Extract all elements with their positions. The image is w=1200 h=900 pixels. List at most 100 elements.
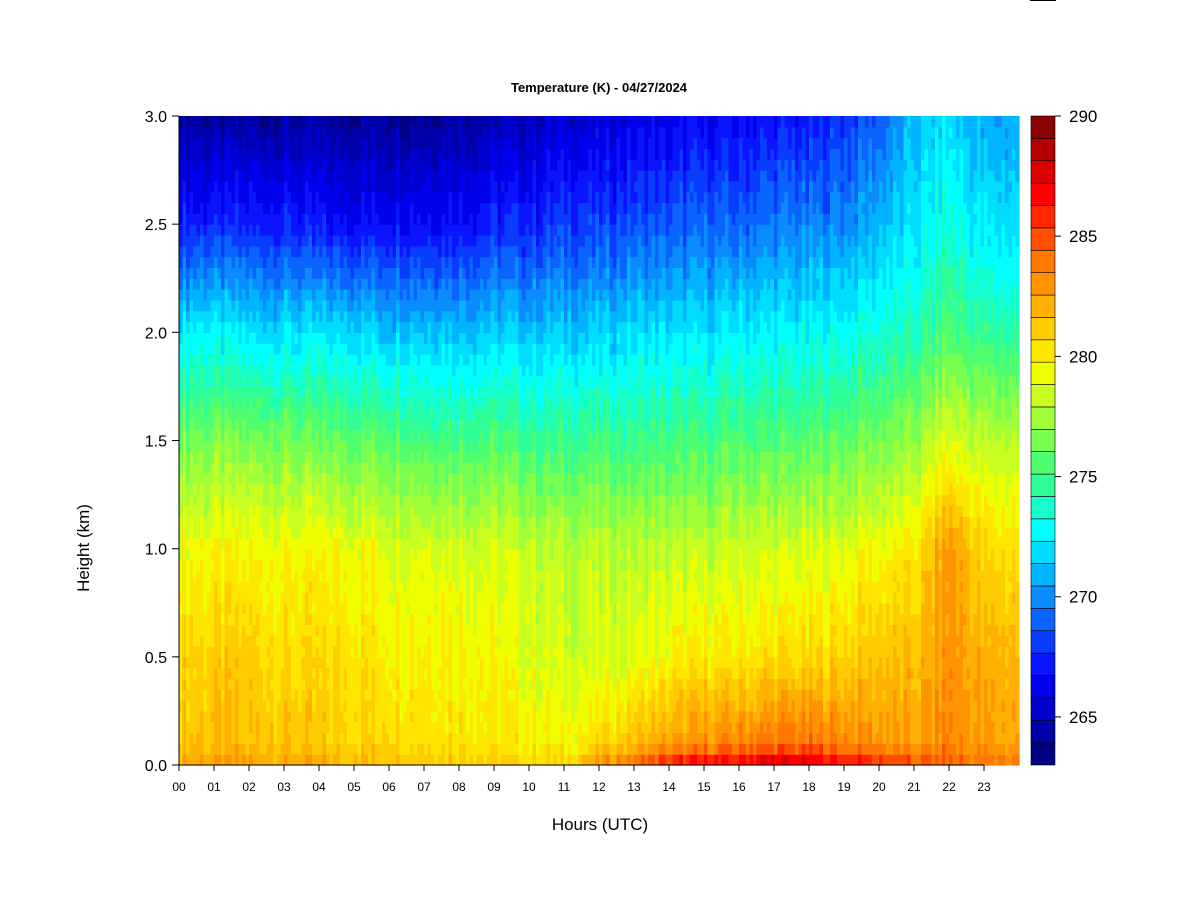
heatmap-cell — [364, 180, 369, 193]
heatmap-cell — [196, 678, 201, 690]
heatmap-cell — [256, 234, 261, 247]
heatmap-cell — [245, 278, 250, 290]
heatmap-cell — [179, 224, 184, 236]
heatmap-cell — [203, 386, 208, 398]
heatmap-cell — [392, 613, 397, 625]
heatmap-cell — [270, 278, 275, 290]
heatmap-cell — [441, 364, 446, 377]
heatmap-cell — [308, 213, 313, 225]
heatmap-cell — [431, 267, 436, 279]
heatmap-cell — [298, 700, 303, 712]
heatmap-cell — [336, 137, 341, 150]
heatmap-cell — [424, 224, 429, 236]
heatmap-cell — [231, 581, 236, 593]
heatmap-cell — [326, 451, 331, 463]
heatmap-cell — [378, 483, 383, 496]
heatmap-cell — [431, 754, 436, 766]
heatmap-cell — [217, 721, 222, 734]
heatmap-cell — [196, 721, 201, 734]
heatmap-cell — [277, 321, 282, 333]
heatmap-cell — [452, 289, 457, 301]
heatmap-cell — [298, 126, 303, 139]
heatmap-cell — [287, 559, 292, 571]
heatmap-cell — [333, 429, 338, 442]
heatmap-cell — [340, 700, 345, 712]
heatmap-cell — [189, 656, 194, 669]
heatmap-cell — [200, 137, 205, 150]
heatmap-cell — [413, 245, 418, 258]
heatmap-cell — [273, 180, 278, 193]
heatmap-cell — [200, 754, 205, 766]
heatmap-cell — [249, 721, 254, 734]
heatmap-cell — [238, 397, 243, 409]
heatmap-cell — [315, 754, 320, 766]
heatmap-cell — [235, 516, 240, 528]
heatmap-cell — [217, 386, 222, 398]
heatmap-cell — [277, 527, 282, 539]
heatmap-cell — [382, 721, 387, 734]
heatmap-cell — [466, 364, 471, 377]
heatmap-cell — [305, 635, 310, 647]
heatmap-cell — [207, 602, 212, 615]
heatmap-cell — [273, 289, 278, 301]
heatmap-cell — [214, 710, 219, 723]
heatmap-cell — [305, 170, 310, 182]
heatmap-cell — [193, 148, 198, 160]
heatmap-cell — [231, 180, 236, 193]
heatmap-cell — [413, 386, 418, 398]
heatmap-cell — [221, 559, 226, 571]
heatmap-cell — [410, 494, 415, 506]
heatmap-cell — [308, 689, 313, 701]
heatmap-cell — [434, 689, 439, 701]
heatmap-cell — [322, 451, 327, 463]
heatmap-cell — [340, 386, 345, 398]
heatmap-cell — [357, 700, 362, 712]
heatmap-cell — [459, 656, 464, 669]
heatmap-cell — [231, 527, 236, 539]
heatmap-cell — [242, 159, 247, 171]
heatmap-cell — [193, 397, 198, 409]
heatmap-cell — [399, 494, 404, 506]
heatmap-cell — [193, 537, 198, 550]
heatmap-cell — [179, 386, 184, 398]
heatmap-cell — [354, 126, 359, 139]
heatmap-cell — [200, 234, 205, 247]
heatmap-cell — [245, 721, 250, 734]
heatmap-cell — [242, 180, 247, 193]
heatmap-cell — [273, 364, 278, 377]
heatmap-cell — [371, 591, 376, 604]
heatmap-cell — [319, 494, 324, 506]
heatmap-cell — [245, 170, 250, 182]
heatmap-cell — [413, 375, 418, 388]
heatmap-cell — [452, 624, 457, 636]
heatmap-cell — [417, 537, 422, 550]
heatmap-cell — [371, 516, 376, 528]
heatmap-cell — [343, 332, 348, 344]
heatmap-cell — [308, 353, 313, 366]
heatmap-cell — [445, 527, 450, 539]
heatmap-cell — [203, 462, 208, 474]
heatmap-cell — [200, 408, 205, 420]
heatmap-cell — [263, 602, 268, 615]
heatmap-cell — [445, 386, 450, 398]
heatmap-cell — [298, 234, 303, 247]
heatmap-cell — [266, 743, 271, 755]
heatmap-cell — [455, 754, 460, 766]
heatmap-cell — [441, 202, 446, 214]
heatmap-cell — [322, 397, 327, 409]
heatmap-cell — [263, 418, 268, 431]
heatmap-cell — [357, 353, 362, 366]
heatmap-cell — [305, 180, 310, 193]
heatmap-cell — [434, 429, 439, 442]
heatmap-cell — [441, 559, 446, 571]
heatmap-cell — [298, 148, 303, 160]
heatmap-cell — [263, 408, 268, 420]
heatmap-cell — [382, 591, 387, 604]
heatmap-cell — [319, 375, 324, 388]
heatmap-cell — [452, 689, 457, 701]
heatmap-cell — [294, 472, 299, 485]
heatmap-cell — [298, 678, 303, 690]
heatmap-cell — [413, 613, 418, 625]
heatmap-cell — [179, 602, 184, 615]
heatmap-cell — [378, 278, 383, 290]
